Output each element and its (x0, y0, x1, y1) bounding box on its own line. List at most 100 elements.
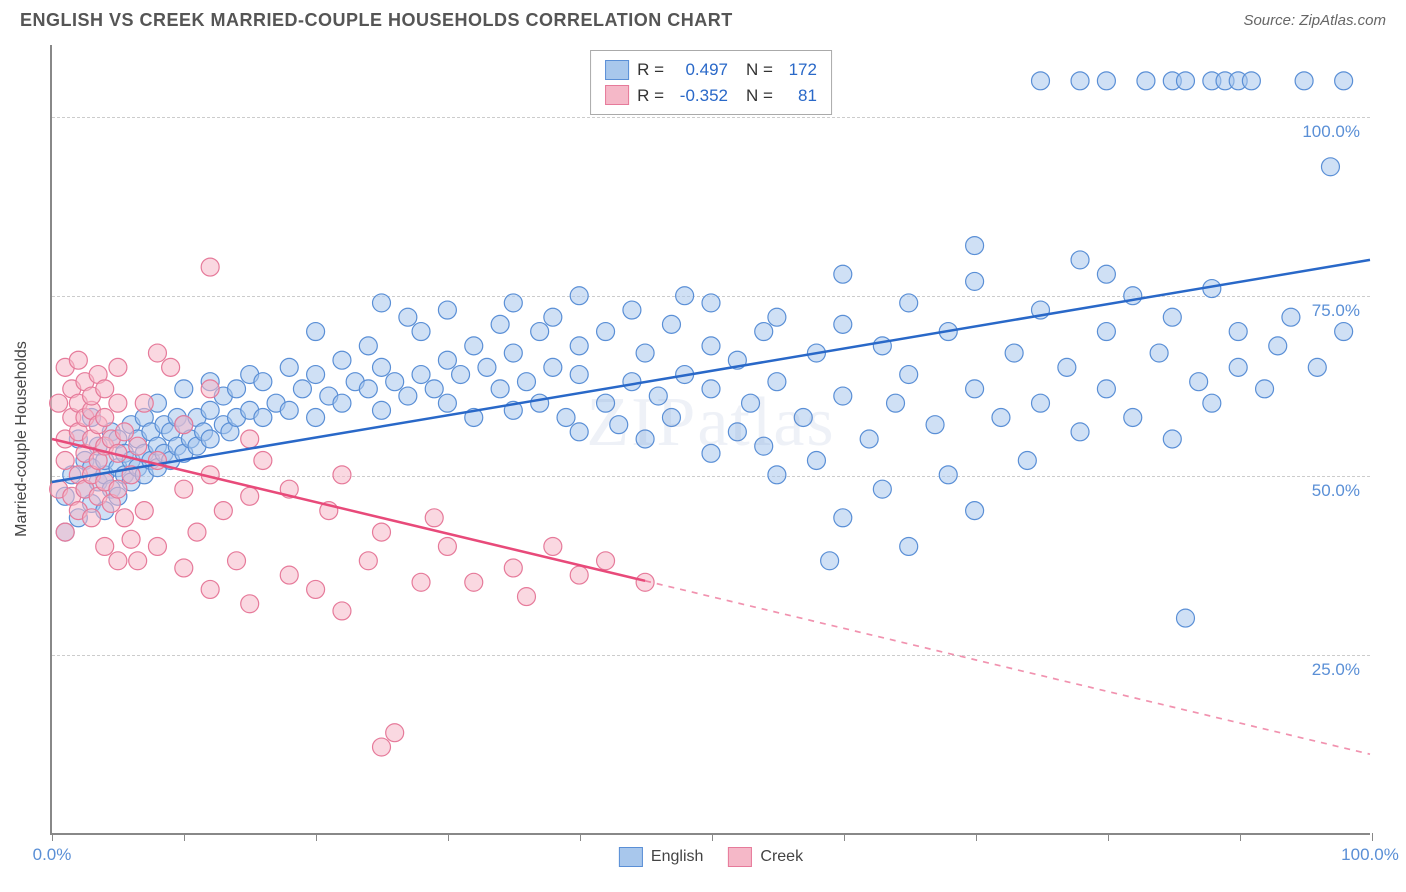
legend-r-label: R = (637, 57, 664, 83)
data-point (702, 380, 720, 398)
data-point (241, 487, 259, 505)
data-point (373, 738, 391, 756)
data-point (83, 509, 101, 527)
data-point (399, 308, 417, 326)
data-point (676, 287, 694, 305)
data-point (129, 437, 147, 455)
data-point (544, 358, 562, 376)
data-point (201, 580, 219, 598)
data-point (570, 287, 588, 305)
data-point (531, 323, 549, 341)
data-point (425, 509, 443, 527)
source-label: Source: ZipAtlas.com (1243, 12, 1386, 29)
data-point (1137, 72, 1155, 90)
data-point (109, 480, 127, 498)
data-point (412, 366, 430, 384)
data-point (228, 380, 246, 398)
data-point (517, 373, 535, 391)
data-point (755, 323, 773, 341)
data-point (452, 366, 470, 384)
data-point (1071, 251, 1089, 269)
legend-correlation: R =0.497N =172R =-0.352N =81 (590, 50, 832, 115)
x-tick (1240, 833, 1241, 841)
data-point (1282, 308, 1300, 326)
data-point (359, 380, 377, 398)
data-point (1321, 158, 1339, 176)
legend-correlation-row: R =-0.352N =81 (605, 83, 817, 109)
data-point (755, 437, 773, 455)
data-point (1097, 265, 1115, 283)
data-point (1018, 452, 1036, 470)
data-point (116, 509, 134, 527)
data-point (623, 301, 641, 319)
legend-n-label: N = (746, 57, 773, 83)
data-point (742, 394, 760, 412)
data-point (1097, 323, 1115, 341)
data-point (900, 537, 918, 555)
chart-title: ENGLISH VS CREEK MARRIED-COUPLE HOUSEHOL… (20, 10, 733, 31)
data-point (465, 337, 483, 355)
data-point (254, 452, 272, 470)
data-point (96, 380, 114, 398)
data-point (373, 401, 391, 419)
data-point (228, 552, 246, 570)
data-point (597, 552, 615, 570)
data-point (834, 265, 852, 283)
data-point (834, 315, 852, 333)
data-point (359, 337, 377, 355)
data-point (373, 523, 391, 541)
data-point (412, 323, 430, 341)
data-point (129, 552, 147, 570)
data-point (531, 394, 549, 412)
data-point (1295, 72, 1313, 90)
x-tick-label-max: 100.0% (1341, 845, 1399, 865)
data-point (1176, 72, 1194, 90)
data-point (544, 308, 562, 326)
data-point (873, 480, 891, 498)
data-point (570, 423, 588, 441)
legend-n-value: 81 (781, 83, 817, 109)
data-point (1229, 323, 1247, 341)
data-point (109, 552, 127, 570)
chart-header: ENGLISH VS CREEK MARRIED-COUPLE HOUSEHOL… (0, 0, 1406, 36)
data-point (465, 573, 483, 591)
data-point (1071, 72, 1089, 90)
data-point (201, 258, 219, 276)
data-point (1071, 423, 1089, 441)
data-point (201, 401, 219, 419)
data-point (135, 502, 153, 520)
data-point (873, 337, 891, 355)
data-point (807, 452, 825, 470)
data-point (478, 358, 496, 376)
data-point (241, 595, 259, 613)
data-point (728, 423, 746, 441)
data-point (386, 373, 404, 391)
legend-swatch (728, 847, 752, 867)
data-point (1005, 344, 1023, 362)
data-point (162, 358, 180, 376)
data-point (517, 588, 535, 606)
chart-area: Married-couple Households 25.0%50.0%75.0… (50, 45, 1370, 835)
data-point (544, 537, 562, 555)
data-point (1242, 72, 1260, 90)
data-point (438, 394, 456, 412)
data-point (241, 430, 259, 448)
legend-r-value: 0.497 (672, 57, 728, 83)
legend-series-item: English (619, 847, 703, 867)
legend-series: EnglishCreek (619, 847, 803, 867)
data-point (992, 409, 1010, 427)
data-point (1335, 72, 1353, 90)
data-point (1269, 337, 1287, 355)
plot-region: Married-couple Households 25.0%50.0%75.0… (50, 45, 1370, 835)
data-point (254, 373, 272, 391)
data-point (438, 537, 456, 555)
data-point (966, 502, 984, 520)
data-point (1097, 72, 1115, 90)
data-point (56, 523, 74, 541)
data-point (333, 351, 351, 369)
data-point (834, 387, 852, 405)
data-point (307, 409, 325, 427)
data-point (386, 724, 404, 742)
data-point (504, 559, 522, 577)
data-point (966, 237, 984, 255)
